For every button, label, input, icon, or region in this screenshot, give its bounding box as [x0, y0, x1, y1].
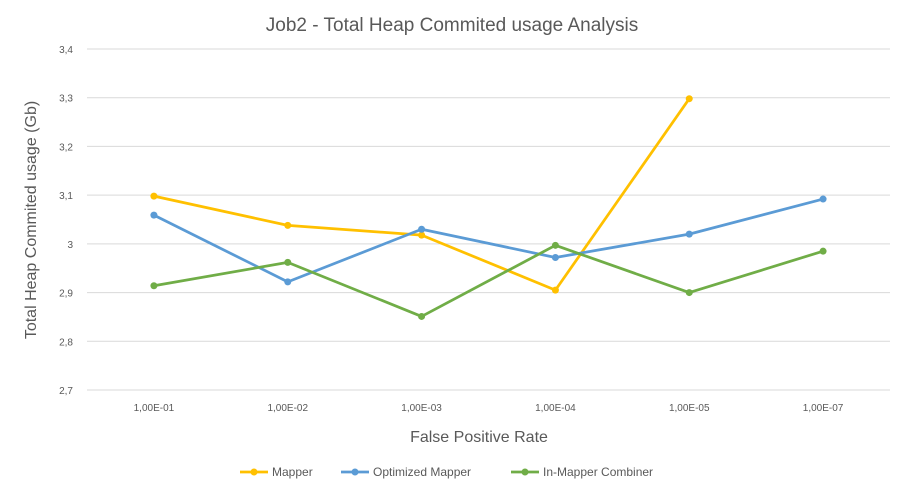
legend-item: In-Mapper Combiner — [511, 465, 653, 479]
series-line — [152, 197, 825, 284]
legend-item: Optimized Mapper — [341, 465, 471, 479]
y-tick-label: 2,8 — [59, 337, 73, 348]
data-point — [551, 253, 559, 261]
legend-swatch-marker — [351, 468, 359, 476]
series-lines — [150, 95, 827, 320]
x-tick-label: 1,00E-05 — [669, 403, 710, 414]
y-tick-label: 3,1 — [59, 191, 73, 202]
data-point — [150, 211, 158, 219]
data-point — [418, 312, 426, 320]
data-point — [819, 195, 827, 203]
x-axis-title: False Positive Rate — [410, 429, 548, 446]
y-tick-label: 2,7 — [59, 386, 73, 397]
x-tick-label: 1,00E-03 — [401, 403, 442, 414]
legend-item: Mapper — [240, 465, 313, 479]
x-axis-ticks: 1,00E-01 1,00E-02 1,00E-03 1,00E-04 1,00E-05… — [134, 403, 844, 414]
data-point — [284, 258, 292, 266]
legend-label: Mapper — [272, 465, 313, 479]
data-point — [284, 221, 292, 229]
data-point — [551, 241, 559, 249]
legend-swatch-marker — [250, 468, 258, 476]
legend-label: Optimized Mapper — [373, 465, 471, 479]
data-point — [418, 231, 426, 239]
x-tick-label: 1,00E-04 — [535, 403, 576, 414]
data-point — [551, 286, 559, 294]
data-point — [150, 192, 158, 200]
legend-swatch-marker — [521, 468, 529, 476]
y-tick-label: 3 — [67, 240, 73, 251]
series-mapper — [150, 95, 693, 294]
data-point — [418, 225, 426, 233]
y-axis-title: Total Heap Commited usage (Gb) — [23, 101, 40, 339]
y-tick-label: 3,3 — [59, 94, 73, 105]
data-point — [284, 278, 292, 286]
series-line — [152, 97, 691, 292]
y-axis-ticks: 2,7 2,8 2,9 3 3,1 3,2 3,3 3,4 — [59, 45, 73, 397]
data-point — [819, 247, 827, 255]
y-tick-label: 3,4 — [59, 45, 73, 56]
data-point — [685, 289, 693, 297]
data-point — [150, 282, 158, 290]
data-point — [685, 95, 693, 103]
x-tick-label: 1,00E-02 — [267, 403, 308, 414]
data-point — [685, 230, 693, 238]
gridlines — [87, 48, 890, 391]
series-line — [152, 243, 825, 318]
y-tick-label: 3,2 — [59, 142, 73, 153]
legend-label: In-Mapper Combiner — [543, 465, 653, 479]
series-in-mapper-combiner — [150, 241, 827, 320]
chart-title: Job2 - Total Heap Commited usage Analysi… — [266, 15, 638, 36]
x-tick-label: 1,00E-07 — [803, 403, 844, 414]
x-tick-label: 1,00E-01 — [134, 403, 175, 414]
y-tick-label: 2,9 — [59, 289, 73, 300]
legend: Mapper Optimized Mapper In-Mapper Combiner — [240, 465, 653, 479]
series-optimized-mapper — [150, 195, 827, 286]
